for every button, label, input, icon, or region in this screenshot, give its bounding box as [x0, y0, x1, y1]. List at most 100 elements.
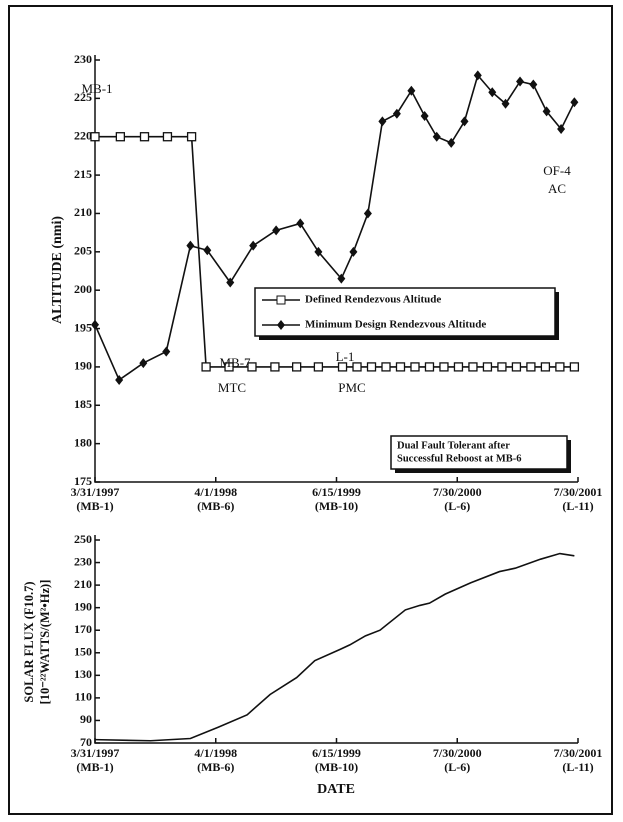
x-tick-label: 4/1/1998	[194, 485, 237, 499]
annotation: L-1	[336, 349, 355, 364]
marker	[272, 225, 281, 236]
marker	[186, 132, 197, 142]
x-tick-sublabel: (MB-6)	[197, 499, 234, 513]
y-tick-label: 230	[74, 52, 92, 66]
marker	[296, 218, 305, 229]
marker	[529, 79, 538, 90]
x-tick-sublabel: (MB-10)	[315, 499, 358, 513]
marker	[511, 362, 522, 372]
series-line	[95, 135, 575, 368]
marker	[90, 132, 100, 142]
marker	[224, 362, 234, 372]
x-tick-sublabel: (L-6)	[444, 760, 470, 774]
marker	[432, 131, 441, 142]
marker	[91, 319, 99, 330]
marker	[410, 362, 420, 372]
marker	[313, 362, 324, 372]
y-tick-label: 250	[74, 532, 92, 546]
marker	[473, 70, 482, 81]
legend-marker	[277, 320, 285, 330]
x-tick-sublabel: (MB-1)	[76, 499, 113, 513]
note-text: Successful Reboost at MB-6	[397, 453, 522, 464]
y-tick-label: 170	[74, 622, 92, 636]
x-tick-sublabel: (MB-1)	[76, 760, 113, 774]
x-tick-label: 7/30/2001	[554, 746, 603, 760]
marker	[540, 362, 551, 372]
marker	[424, 362, 435, 372]
y-axis-label: ALTITUDE (nmi)	[50, 216, 65, 324]
marker	[162, 346, 171, 357]
marker	[407, 85, 416, 96]
marker	[420, 111, 429, 122]
axis	[94, 535, 578, 744]
marker	[186, 240, 195, 251]
marker	[447, 137, 456, 148]
marker	[226, 277, 235, 288]
marker	[349, 246, 358, 257]
marker	[468, 362, 478, 372]
marker	[570, 97, 579, 108]
marker	[162, 132, 173, 142]
marker	[557, 124, 566, 135]
marker	[292, 362, 302, 372]
y-tick-label: 150	[74, 645, 92, 659]
marker	[139, 132, 150, 142]
marker	[247, 362, 257, 372]
y-tick-label: 210	[74, 205, 92, 219]
x-tick-sublabel: (L-11)	[562, 760, 593, 774]
x-tick-label: 7/30/2000	[433, 746, 482, 760]
annotation: AC	[548, 181, 566, 196]
annotation: MB-7	[219, 355, 251, 370]
legend-marker	[276, 295, 286, 305]
y-tick-label: 190	[74, 359, 92, 373]
y-tick-label: 180	[74, 435, 92, 449]
marker	[395, 362, 406, 372]
marker	[378, 116, 387, 127]
series-line	[94, 552, 575, 742]
note-box	[390, 435, 568, 470]
marker	[139, 358, 148, 369]
note-text: Dual Fault Tolerant after	[397, 440, 510, 451]
marker	[115, 374, 124, 385]
marker	[337, 273, 346, 284]
y-tick-label: 195	[74, 320, 92, 334]
marker	[314, 246, 323, 257]
marker	[270, 362, 280, 372]
marker	[366, 362, 377, 372]
y-tick-label: 190	[74, 599, 92, 613]
y-tick-label: 225	[74, 90, 92, 104]
x-tick-label: 3/31/1997	[71, 746, 120, 760]
x-tick-sublabel: (L-6)	[444, 499, 470, 513]
x-tick-label: 7/30/2000	[433, 485, 482, 499]
y-tick-label: 110	[75, 690, 92, 704]
marker	[501, 98, 510, 109]
y-tick-label: 205	[74, 244, 92, 258]
marker	[488, 87, 497, 98]
marker	[569, 362, 580, 372]
marker	[392, 108, 401, 119]
annotation: MB-1	[81, 81, 112, 96]
x-axis-label: DATE	[317, 782, 355, 797]
marker	[526, 362, 536, 372]
marker	[516, 76, 525, 87]
marker	[337, 362, 348, 372]
x-tick-label: 6/15/1999	[312, 746, 361, 760]
y-tick-label: 130	[74, 667, 92, 681]
legend-label: Minimum Design Rendezvous Altitude	[305, 319, 486, 331]
annotation: OF-4	[543, 163, 571, 178]
axis	[94, 55, 578, 483]
legend-label: Defined Rendezvous Altitude	[305, 294, 441, 306]
marker	[497, 362, 507, 372]
x-tick-sublabel: (L-11)	[562, 499, 593, 513]
marker	[352, 362, 362, 372]
y-tick-label: 210	[74, 577, 92, 591]
marker	[439, 362, 449, 372]
x-tick-label: 4/1/1998	[194, 746, 237, 760]
y-axis-label: [10⁻²²WATTS/(M²•Hz)]	[38, 580, 52, 705]
marker	[249, 240, 258, 251]
y-tick-label: 175	[74, 474, 92, 488]
annotation: MTC	[218, 380, 246, 395]
x-tick-label: 6/15/1999	[312, 485, 361, 499]
y-tick-label: 230	[74, 554, 92, 568]
